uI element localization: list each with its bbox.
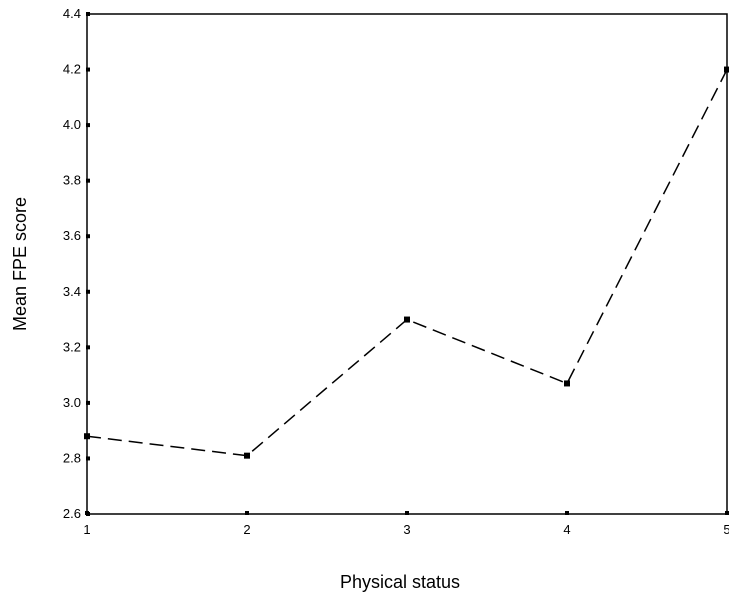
y-tick-label: 3.8 (63, 173, 81, 188)
y-tick-mark (86, 345, 90, 350)
y-tick-mark (86, 400, 90, 405)
x-tick-label: 1 (83, 522, 90, 537)
y-tick-label: 4.2 (63, 62, 81, 77)
y-tick-mark (86, 178, 90, 183)
x-tick-mark (565, 511, 569, 515)
y-tick-label: 4.0 (63, 117, 81, 132)
x-tick-label: 2 (243, 522, 250, 537)
y-tick-mark (86, 12, 90, 16)
data-point-marker (84, 433, 90, 440)
x-tick-label: 5 (723, 522, 729, 537)
y-tick-mark (86, 234, 90, 239)
plot-frame (86, 13, 728, 515)
x-tick-mark (245, 511, 249, 515)
data-point-marker (404, 316, 410, 323)
x-tick-label: 4 (563, 522, 570, 537)
y-tick-label: 3.4 (63, 284, 81, 299)
x-tick-label: 3 (403, 522, 410, 537)
x-tick-mark (85, 511, 89, 515)
y-axis-title: Mean FPE score (10, 197, 30, 331)
y-axis-ticks: 2.6 2.8 3.0 3.2 3.4 3.6 3.8 4.0 4.2 4.4 (63, 6, 90, 521)
y-tick-mark (86, 456, 90, 461)
x-axis-title: Physical status (340, 572, 460, 592)
y-tick-label: 3.0 (63, 395, 81, 410)
data-point-marker (244, 452, 250, 459)
y-tick-label: 2.6 (63, 506, 81, 521)
y-tick-mark (86, 67, 90, 72)
y-tick-label: 2.8 (63, 450, 81, 465)
data-point-marker (564, 380, 570, 387)
x-tick-mark (725, 511, 729, 515)
data-point-marker (724, 66, 729, 73)
y-tick-label: 4.4 (63, 6, 81, 21)
series-line (86, 69, 728, 457)
series-layer (84, 66, 729, 459)
y-tick-mark (86, 123, 90, 128)
y-tick-label: 3.6 (63, 228, 81, 243)
y-tick-label: 3.2 (63, 339, 81, 354)
y-tick-mark (86, 289, 90, 294)
x-tick-mark (405, 511, 409, 515)
x-axis-ticks: 1 2 3 4 5 (83, 511, 729, 537)
